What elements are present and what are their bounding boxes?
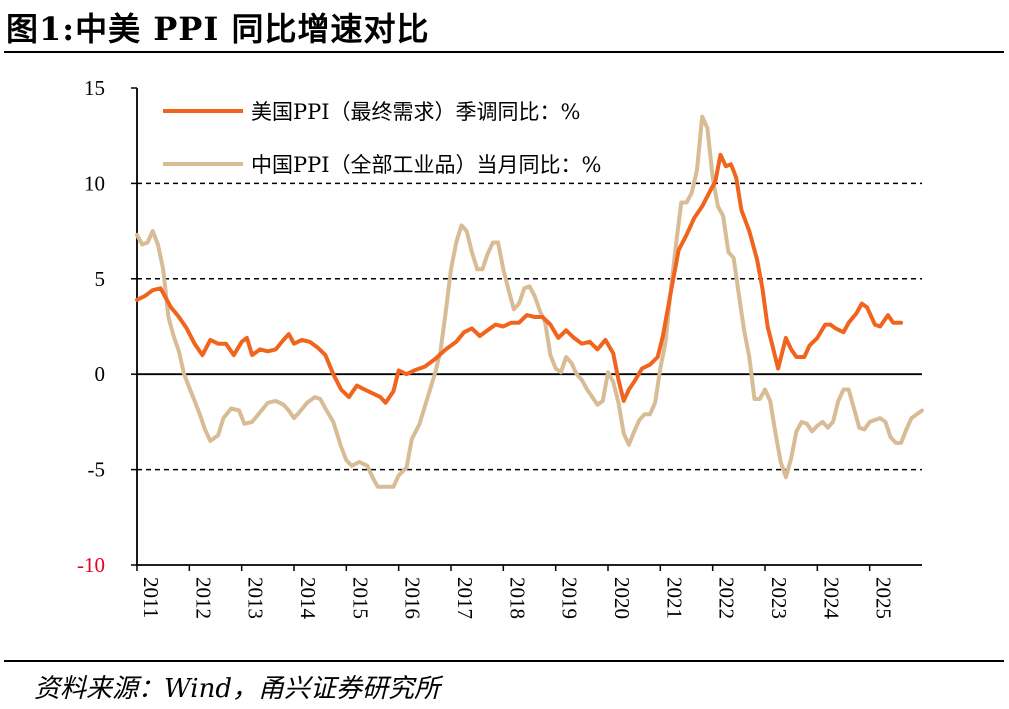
x-tick-label: 2011 xyxy=(139,577,163,618)
x-tick-label: 2022 xyxy=(715,577,739,619)
x-tick-label: 2018 xyxy=(505,577,529,619)
title-divider xyxy=(4,51,1004,53)
figure-title: 图1:中美 PPI 同比增速对比 xyxy=(6,10,430,48)
legend-label: 美国PPI（最终需求）季调同比：% xyxy=(251,100,581,124)
y-tick-label: -5 xyxy=(88,458,106,482)
x-tick-label: 2014 xyxy=(296,577,320,620)
legend-label: 中国PPI（全部工业品）当月同比：% xyxy=(251,153,602,177)
y-tick-label: 0 xyxy=(95,362,106,386)
plot-area: 15 10 5 0 -5 -10 2011 2012 2013 2014 2015 2016 2017 2… xyxy=(77,76,924,620)
source-note: 资料来源：Wind，甬兴证券研究所 xyxy=(34,674,440,704)
x-tick-label: 2015 xyxy=(348,577,372,619)
x-tick-label: 2013 xyxy=(244,577,268,619)
series-line xyxy=(135,114,924,489)
legend: 美国PPI（最终需求）季调同比：% 中国PPI（全部工业品）当月同比：% xyxy=(163,100,602,177)
source-divider xyxy=(4,660,1004,662)
y-tick-label: -10 xyxy=(77,553,105,577)
x-tick-label: 2017 xyxy=(453,577,477,619)
x-tick-label: 2012 xyxy=(191,577,215,619)
series-line xyxy=(135,152,904,405)
y-tick-label: 15 xyxy=(84,76,105,100)
x-tick-label: 2024 xyxy=(819,577,843,620)
y-tick-label: 10 xyxy=(84,171,105,195)
x-tick-label: 2016 xyxy=(401,577,425,619)
y-tick-label: 5 xyxy=(95,267,106,291)
x-tick-label: 2019 xyxy=(558,577,582,619)
x-tick-label: 2023 xyxy=(767,577,791,619)
x-tick-label: 2021 xyxy=(662,577,686,619)
x-tick-label: 2020 xyxy=(610,577,634,619)
x-tick-label: 2025 xyxy=(872,577,896,619)
